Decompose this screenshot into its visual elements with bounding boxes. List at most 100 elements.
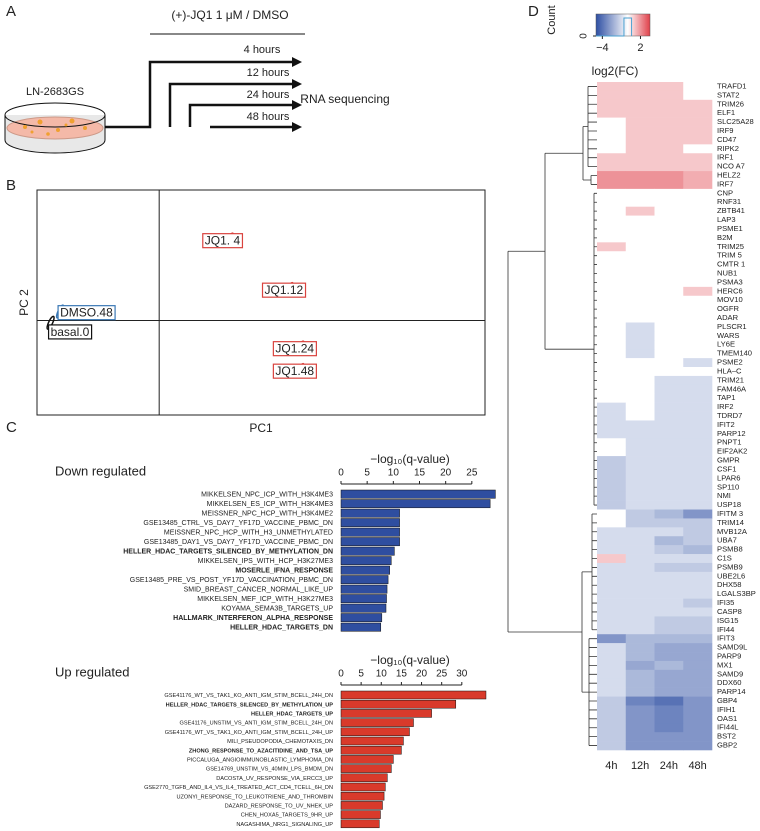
- x-tick-label: 20: [416, 669, 428, 680]
- heatmap-cell: [597, 536, 627, 546]
- heatmap-cell: [654, 304, 684, 314]
- heatmap-cell: [683, 554, 713, 564]
- row-label: LGALS3BP: [717, 589, 756, 598]
- heatmap-cell: [597, 464, 627, 475]
- heatmap-cell: [597, 375, 627, 386]
- colorbar-label: log2(FC): [592, 64, 639, 78]
- heatmap-cell: [654, 562, 684, 573]
- heatmap-cell: [683, 197, 713, 207]
- category-label: GSE41176_WT_VS_TAK1_KO_ANTI_IGM_STIM_BCE…: [164, 693, 333, 699]
- heatmap-cell: [597, 411, 627, 421]
- heatmap-cell: [625, 669, 655, 680]
- heatmap-cell: [683, 251, 713, 261]
- heatmap-cell: [625, 741, 655, 751]
- row-label: RIPK2: [717, 144, 739, 153]
- category-label: SMID_BREAST_CANCER_NORMAL_LIKE_UP: [184, 587, 334, 594]
- point: [46, 315, 55, 330]
- row-label: IFIT2: [717, 420, 735, 429]
- heatmap-cell: [654, 669, 684, 680]
- heatmap-cell: [683, 322, 713, 332]
- heatmap-cell: [597, 82, 627, 92]
- heatmap-cell: [597, 473, 627, 484]
- heatmap-cell: [654, 224, 684, 234]
- x-tick-label: 20: [440, 468, 452, 479]
- heatmap-cell: [683, 687, 713, 697]
- heatmap-cell: [683, 242, 713, 252]
- heatmap-cell: [654, 598, 684, 608]
- heatmap-cell: [683, 678, 713, 688]
- heatmap-cell: [683, 295, 713, 305]
- row-label: ISG15: [717, 616, 739, 625]
- point-label: JQ1.48: [275, 364, 314, 378]
- row-label: IFITM 3: [717, 509, 743, 518]
- heatmap-cell: [654, 277, 684, 288]
- heatmap-cell: [654, 117, 684, 127]
- heatmap-cell: [654, 491, 684, 501]
- heatmap-cell: [683, 429, 713, 439]
- heatmap-cell: [654, 589, 684, 599]
- point-label-group: JQ1.48: [272, 363, 317, 379]
- heatmap-cell: [683, 669, 713, 680]
- heatmap-cell: [625, 295, 655, 305]
- heatmap-cell: [597, 188, 627, 199]
- category-label: DACOSTA_UV_RESPONSE_VIA_ERCC3_UP: [216, 776, 333, 782]
- heatmap-cell: [683, 562, 713, 573]
- medium: [6, 116, 104, 140]
- category-label: GSE41176_WT_VS_TAK1_KO_ANTI_IGM_STIM_BCE…: [165, 730, 334, 736]
- heatmap-cell: [625, 545, 655, 555]
- category-label: GSE13485_PRE_VS_POST_YF17D_VACCINATION_P…: [130, 577, 333, 584]
- bar: [340, 745, 402, 755]
- row-label: GBP2: [717, 741, 737, 750]
- heatmap-cell: [683, 358, 713, 368]
- heatmap-cell: [683, 304, 713, 314]
- row-label: UBE2L6: [717, 571, 745, 580]
- heatmap-cell: [683, 545, 713, 555]
- heatmap-cell: [597, 135, 627, 145]
- heatmap-cell: [683, 108, 713, 118]
- heatmap-cell: [625, 429, 655, 439]
- heatmap-cell: [654, 269, 684, 279]
- heatmap-cell: [625, 589, 655, 599]
- row-label: CMTR 1: [717, 260, 745, 269]
- y-axis-label: PC 2: [17, 289, 31, 316]
- heatmap-cell: [654, 687, 684, 697]
- point-label: basal.0: [51, 325, 90, 339]
- count-tick-label: 0: [579, 33, 590, 39]
- heatmap-cell: [597, 509, 627, 519]
- row-label: IFIH1: [717, 705, 736, 714]
- bar: [340, 508, 400, 518]
- heatmap-cell: [597, 652, 627, 662]
- bar: [340, 810, 381, 819]
- x-axis-label: −log₁₀(q-value): [370, 653, 449, 667]
- row-label: NCO A7: [717, 162, 745, 171]
- row-label: ZBTB41: [717, 206, 745, 215]
- heatmap-cell: [654, 456, 684, 466]
- heatmap-cell: [654, 732, 684, 742]
- heatmap-cell: [625, 358, 655, 368]
- treatment-label: (+)-JQ1 1 μM / DMSO: [171, 8, 288, 22]
- row-label: B2M: [717, 233, 733, 242]
- heatmap-cell: [654, 135, 684, 145]
- count-label: Count: [546, 5, 558, 34]
- heatmap-cell: [683, 509, 713, 519]
- heatmap-cell: [654, 295, 684, 305]
- heatmap-cell: [683, 340, 713, 350]
- heatmap-cell: [625, 375, 655, 386]
- row-label: TAP1: [717, 393, 735, 402]
- heatmap-cell: [654, 545, 684, 555]
- heatmap-cell: [683, 500, 713, 510]
- heatmap-cell: [654, 393, 684, 403]
- heatmap-cell: [625, 447, 655, 457]
- heatmap-cell: [683, 162, 713, 172]
- heatmap-cell: [597, 643, 627, 653]
- heatmap-cell: [683, 714, 713, 724]
- row-label: TDRD7: [717, 411, 742, 420]
- bar: [340, 718, 414, 727]
- heatmap-cell: [625, 206, 655, 216]
- heatmap-cell: [597, 438, 627, 448]
- heatmap-cell: [625, 580, 655, 590]
- heatmap-cell: [597, 99, 627, 110]
- heatmap-cell: [683, 518, 713, 528]
- heatmap-cell: [625, 126, 655, 136]
